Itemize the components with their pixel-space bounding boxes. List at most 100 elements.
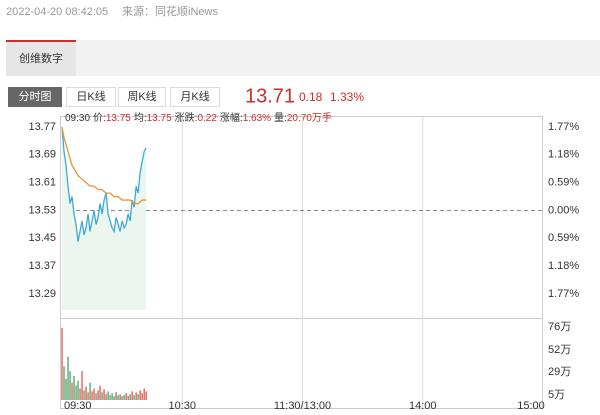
volume-bar: [129, 394, 131, 400]
volume-bar: [109, 395, 111, 400]
volume-bar: [127, 396, 129, 400]
view-tab[interactable]: [118, 87, 166, 107]
volume-bar: [81, 371, 83, 400]
volume-tick-label: 5万: [548, 389, 565, 401]
hover-value: 13.75: [106, 113, 131, 124]
volume-bar: [121, 396, 123, 400]
volume-bar: [97, 390, 99, 400]
y-tick-label: 13.37: [28, 260, 56, 272]
source: 来源：同花顺iNews: [122, 4, 218, 18]
volume-bar: [61, 327, 63, 400]
volume-bar: [79, 388, 81, 400]
quote-change: 0.18: [299, 90, 323, 104]
y-tick-label: 13.53: [28, 204, 56, 216]
y-tick-label: 13.45: [28, 232, 56, 244]
volume-bar: [63, 366, 65, 400]
volume-bar: [103, 389, 105, 400]
volume-tick-label: 76万: [548, 321, 571, 333]
volume-bar: [115, 392, 117, 400]
y-tick-label: 13.69: [28, 149, 56, 161]
hover-value: 13.75: [147, 113, 172, 124]
volume-bar: [107, 391, 109, 400]
volume-bar: [141, 393, 143, 400]
hover-label: 价:: [93, 112, 106, 124]
volume-bar: [71, 382, 73, 400]
volume-bar: [113, 396, 115, 400]
y2-tick-label: 1.77%: [548, 288, 579, 300]
hover-value: 0.22: [197, 113, 217, 124]
x-tick-label: 15:00: [517, 400, 545, 412]
view-tab-label[interactable]: 日K线: [76, 89, 105, 103]
volume-bar: [83, 390, 85, 400]
volume-bar: [89, 382, 91, 400]
quote-price: 13.71: [245, 85, 295, 107]
hover-label: 涨跌:: [175, 111, 198, 124]
volume-bar: [125, 393, 127, 400]
volume-bar: [87, 392, 89, 400]
volume-bar: [123, 395, 125, 400]
volume-bar: [85, 386, 87, 400]
y2-tick-label: 0.59%: [548, 232, 579, 244]
volume-bar: [67, 356, 69, 400]
hover-value: 1.63%: [243, 113, 271, 124]
stock-tab-label[interactable]: 创维数字: [19, 51, 63, 65]
price-area: [62, 127, 147, 310]
x-tick-label: 09:30: [64, 400, 92, 412]
view-tab[interactable]: [8, 87, 62, 107]
volume-bar: [77, 380, 79, 400]
average-line: [61, 126, 147, 205]
stock-tab[interactable]: [6, 40, 76, 76]
volume-bar: [111, 393, 113, 400]
volume-bar: [91, 391, 93, 400]
volume-tick-label: 29万: [548, 366, 571, 378]
y-tick-label: 13.61: [28, 177, 56, 189]
y-tick-label: 13.29: [28, 288, 56, 300]
quote-change-pct: 1.33%: [330, 90, 364, 104]
y2-tick-label: 1.18%: [548, 260, 579, 272]
volume-bar: [65, 378, 67, 400]
timestamp: 2022-04-20 08:42:05: [6, 6, 108, 18]
view-tab-label[interactable]: 周K线: [127, 89, 156, 103]
hover-label: 量:: [274, 112, 287, 124]
y2-tick-label: 0.59%: [548, 177, 579, 189]
volume-bar: [69, 371, 71, 400]
volume-bar: [117, 395, 119, 400]
volume-bar: [135, 392, 137, 400]
view-tab-label[interactable]: 分时图: [19, 90, 52, 103]
y2-tick-label: 0.00%: [548, 204, 579, 216]
hover-value: 20.70万手: [287, 111, 332, 124]
view-tab[interactable]: [170, 87, 220, 107]
x-tick-label: 10:30: [168, 400, 196, 412]
volume-bar: [139, 390, 141, 400]
volume-bar: [105, 394, 107, 400]
y2-tick-label: 1.18%: [548, 149, 579, 161]
hover-label: 涨幅:: [220, 111, 243, 124]
hover-label: 均:: [134, 112, 147, 124]
volume-bar: [133, 395, 135, 400]
volume-tick-label: 52万: [548, 344, 571, 356]
volume-bar: [99, 385, 101, 400]
volume-bar: [137, 394, 139, 400]
x-tick-label: 11:30/13:00: [274, 400, 331, 412]
volume-bar: [101, 392, 103, 400]
view-tab[interactable]: [66, 87, 116, 107]
y2-tick-label: 1.77%: [548, 121, 579, 133]
volume-bar: [119, 394, 121, 400]
x-tick-label: 14:00: [409, 400, 437, 412]
price-line: [61, 126, 147, 242]
tab-bar: [6, 40, 600, 76]
volume-bar: [75, 385, 77, 400]
hover-info: 09:30 价:13.75 均:13.75 涨跌:0.22 涨幅:1.63% 量:20.7…: [65, 111, 332, 124]
chart-frame: [60, 116, 543, 409]
y-tick-label: 13.77: [28, 121, 56, 133]
volume-bar: [73, 375, 75, 400]
volume-bar: [131, 391, 133, 400]
tab-indicator: [6, 40, 76, 42]
volume-bar: [93, 388, 95, 400]
view-tab-label[interactable]: 月K线: [180, 89, 209, 103]
hover-time: 09:30: [65, 113, 90, 124]
volume-bar: [143, 388, 145, 400]
volume-bar: [145, 391, 147, 400]
volume-bar: [95, 393, 97, 400]
